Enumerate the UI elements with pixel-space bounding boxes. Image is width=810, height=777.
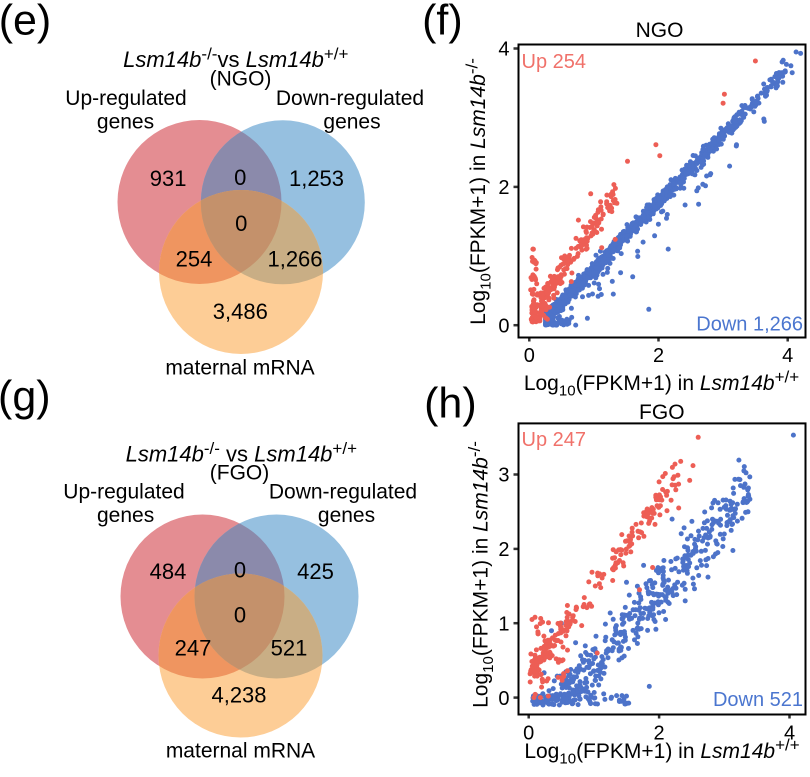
svg-text:4,238: 4,238 [211,683,266,708]
svg-text:4: 4 [782,345,793,367]
svg-text:2: 2 [654,723,665,745]
svg-text:1,253: 1,253 [289,166,344,191]
svg-text:2: 2 [653,345,664,367]
svg-text:(e): (e) [0,0,51,45]
svg-text:247: 247 [175,636,212,661]
svg-text:(g): (g) [0,373,51,421]
svg-text:Up 254: Up 254 [522,51,587,73]
svg-text:931: 931 [150,166,187,191]
svg-text:Down-regulated: Down-regulated [276,87,424,110]
svg-text:genes: genes [97,111,154,134]
svg-text:3,486: 3,486 [213,299,268,324]
svg-text:2: 2 [498,539,509,561]
svg-text:maternal mRNA: maternal mRNA [165,357,314,380]
svg-text:0: 0 [498,688,509,710]
svg-text:1: 1 [498,613,509,635]
svg-text:Log10(FPKM+1) in Lsm14b+/+: Log10(FPKM+1) in Lsm14b+/+ [524,736,799,768]
svg-text:521: 521 [271,636,308,661]
svg-text:0: 0 [524,345,535,367]
svg-text:Up-regulated: Up-regulated [63,481,184,504]
svg-text:FGO: FGO [639,401,685,424]
svg-text:Down 1,266: Down 1,266 [696,314,803,336]
svg-text:Log10(FPKM+1) in Lsm14b-/-: Log10(FPKM+1) in Lsm14b-/- [465,441,497,708]
svg-text:(f): (f) [422,0,463,44]
svg-text:4: 4 [498,39,509,61]
svg-text:(NGO): (NGO) [210,68,272,91]
svg-text:1,266: 1,266 [267,247,322,272]
svg-text:maternal mRNA: maternal mRNA [166,740,315,763]
svg-text:Down 521: Down 521 [713,689,803,711]
svg-text:484: 484 [150,559,187,584]
svg-text:Up 247: Up 247 [522,429,587,451]
svg-text:Down-regulated: Down-regulated [269,481,417,504]
svg-text:Up-regulated: Up-regulated [65,87,186,110]
svg-text:3: 3 [498,465,509,487]
svg-text:genes: genes [318,504,375,527]
svg-text:0: 0 [234,558,246,583]
svg-text:0: 0 [234,602,246,627]
svg-text:genes: genes [323,111,380,134]
svg-text:Lsm14b-/-vs Lsm14b+/+: Lsm14b-/-vs Lsm14b+/+ [123,45,348,73]
svg-text:0: 0 [498,315,509,337]
svg-text:0: 0 [234,165,246,190]
svg-text:0: 0 [523,723,534,745]
svg-text:2: 2 [498,177,509,199]
svg-text:4: 4 [784,723,795,745]
svg-text:Lsm14b-/- vs Lsm14b+/+: Lsm14b-/- vs Lsm14b+/+ [126,439,357,467]
svg-text:NGO: NGO [636,19,684,42]
svg-text:425: 425 [297,559,334,584]
svg-text:(FGO): (FGO) [210,462,269,485]
svg-text:genes: genes [97,504,154,527]
svg-text:254: 254 [176,247,213,272]
svg-text:0: 0 [235,211,247,236]
svg-text:(h): (h) [424,379,477,427]
